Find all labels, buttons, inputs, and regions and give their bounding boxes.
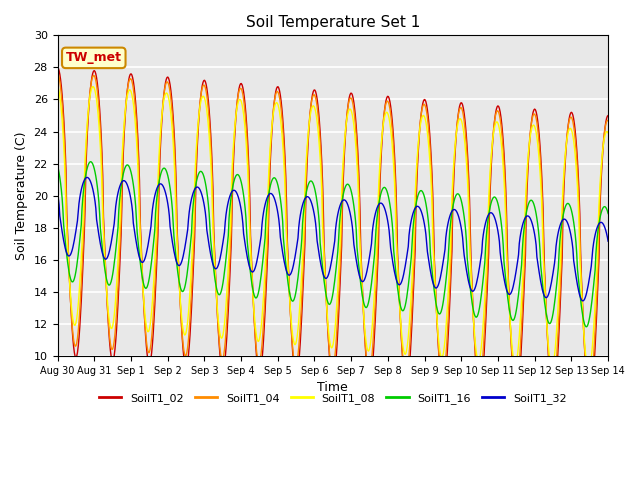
SoilT1_04 — [205, 117, 213, 122]
SoilT1_08 — [400, 348, 408, 354]
SoilT1_02 — [120, 132, 128, 137]
SoilT1_02 — [205, 108, 213, 113]
SoilT1_04 — [120, 125, 128, 131]
SoilT1_08 — [416, 127, 424, 132]
SoilT1_32 — [63, 252, 71, 258]
SoilT1_32 — [579, 298, 587, 304]
SoilT1_08 — [63, 241, 71, 247]
SoilT1_04 — [176, 297, 184, 303]
SoilT1_02 — [54, 64, 61, 70]
Line: SoilT1_16: SoilT1_16 — [58, 162, 608, 327]
SoilT1_16 — [206, 225, 214, 230]
SoilT1_02 — [586, 400, 593, 406]
SoilT1_08 — [205, 132, 213, 138]
Text: TW_met: TW_met — [66, 51, 122, 64]
Line: SoilT1_32: SoilT1_32 — [58, 178, 608, 301]
SoilT1_16 — [401, 306, 408, 312]
SoilT1_16 — [54, 163, 61, 168]
SoilT1_08 — [585, 367, 593, 373]
SoilT1_04 — [54, 70, 61, 75]
Title: Soil Temperature Set 1: Soil Temperature Set 1 — [246, 15, 420, 30]
SoilT1_04 — [63, 235, 71, 241]
Line: SoilT1_02: SoilT1_02 — [58, 67, 608, 403]
SoilT1_16 — [604, 211, 612, 216]
SoilT1_32 — [206, 247, 214, 253]
SoilT1_08 — [604, 130, 612, 136]
SoilT1_02 — [63, 229, 71, 235]
SoilT1_32 — [604, 239, 612, 244]
SoilT1_02 — [176, 295, 184, 301]
SoilT1_16 — [86, 159, 94, 165]
SoilT1_08 — [120, 120, 128, 126]
SoilT1_02 — [604, 113, 612, 119]
SoilT1_16 — [177, 286, 185, 292]
SoilT1_16 — [417, 188, 424, 193]
SoilT1_16 — [63, 259, 71, 264]
SoilT1_32 — [121, 178, 129, 184]
Line: SoilT1_04: SoilT1_04 — [58, 72, 608, 391]
SoilT1_04 — [400, 363, 408, 369]
SoilT1_04 — [604, 118, 612, 123]
SoilT1_32 — [177, 261, 185, 267]
Line: SoilT1_08: SoilT1_08 — [58, 85, 608, 370]
SoilT1_32 — [417, 207, 424, 213]
SoilT1_32 — [54, 190, 61, 196]
Legend: SoilT1_02, SoilT1_04, SoilT1_08, SoilT1_16, SoilT1_32: SoilT1_02, SoilT1_04, SoilT1_08, SoilT1_… — [94, 388, 572, 408]
SoilT1_08 — [176, 294, 184, 300]
SoilT1_02 — [416, 127, 424, 132]
SoilT1_16 — [121, 165, 129, 171]
Y-axis label: Soil Temperature (C): Soil Temperature (C) — [15, 132, 28, 260]
X-axis label: Time: Time — [317, 381, 348, 394]
SoilT1_16 — [583, 324, 591, 330]
SoilT1_02 — [400, 370, 408, 375]
SoilT1_08 — [54, 82, 61, 88]
SoilT1_04 — [416, 124, 424, 130]
SoilT1_32 — [84, 175, 92, 180]
SoilT1_32 — [401, 267, 408, 273]
SoilT1_04 — [585, 388, 593, 394]
